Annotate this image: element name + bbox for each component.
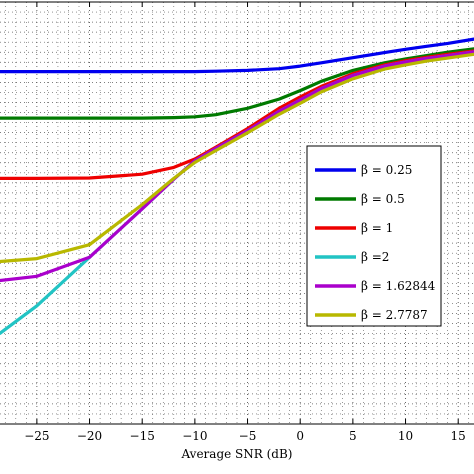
legend-box (306, 145, 442, 327)
series-line-5 (0, 50, 474, 283)
x-axis-label: Average SNR (dB) (181, 447, 293, 461)
x-tick-label: 0 (296, 429, 304, 443)
series-line-2 (0, 47, 474, 120)
legend-label: β = 2.7787 (361, 308, 428, 322)
series-line-1 (0, 37, 474, 74)
series-line-6 (0, 52, 474, 264)
legend-label: β = 0.25 (361, 163, 412, 177)
x-tick-label: −10 (182, 429, 207, 443)
x-tick-label: −25 (24, 429, 49, 443)
x-tick-label: 10 (398, 429, 413, 443)
x-tick-label: −5 (239, 429, 257, 443)
series-lines (0, 37, 474, 335)
legend-label: β = 0.5 (361, 192, 405, 206)
legend-label: β = 1 (361, 221, 393, 235)
x-tick-label: −15 (130, 429, 155, 443)
x-tick-label: 15 (451, 429, 466, 443)
x-tick-label: 5 (349, 429, 357, 443)
legend-label: β = 1.62844 (361, 279, 436, 293)
legend: β = 0.25 β = 0.5 β = 1 β =2 β = 1.62844 β = 2… (306, 145, 442, 327)
axes: −25 −20 −15 −10 −5 0 5 10 15 (0, 1, 474, 443)
x-tick-label: −20 (77, 429, 102, 443)
legend-label: β =2 (361, 250, 389, 264)
